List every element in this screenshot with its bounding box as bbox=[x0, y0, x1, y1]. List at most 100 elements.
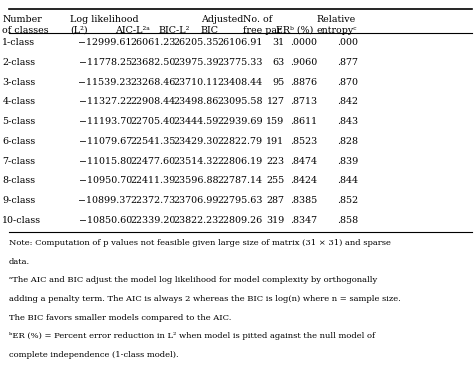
Text: .9060: .9060 bbox=[291, 58, 318, 67]
Text: of classes: of classes bbox=[2, 26, 49, 35]
Text: 4-class: 4-class bbox=[2, 97, 36, 107]
Text: .843: .843 bbox=[337, 117, 358, 126]
Text: Adjusted: Adjusted bbox=[201, 15, 243, 24]
Text: .858: .858 bbox=[337, 216, 358, 225]
Text: −11079.67: −11079.67 bbox=[79, 137, 132, 146]
Text: 22795.63: 22795.63 bbox=[217, 196, 263, 205]
Text: 7-class: 7-class bbox=[2, 157, 36, 166]
Text: 159: 159 bbox=[266, 117, 284, 126]
Text: ᵃThe AIC and BIC adjust the model log likelihood for model complexity by orthogo: ᵃThe AIC and BIC adjust the model log li… bbox=[9, 276, 377, 284]
Text: −11539.23: −11539.23 bbox=[78, 78, 132, 87]
Text: −11015.80: −11015.80 bbox=[79, 157, 132, 166]
Text: 23095.58: 23095.58 bbox=[217, 97, 263, 107]
Text: 26205.35: 26205.35 bbox=[173, 38, 219, 47]
Text: 23706.99: 23706.99 bbox=[173, 196, 219, 205]
Text: 23710.11: 23710.11 bbox=[174, 78, 219, 87]
Text: .8424: .8424 bbox=[291, 176, 318, 185]
Text: 22939.69: 22939.69 bbox=[217, 117, 263, 126]
Text: −10950.70: −10950.70 bbox=[79, 176, 132, 185]
Text: BIC-L²: BIC-L² bbox=[158, 26, 190, 35]
Text: 8-class: 8-class bbox=[2, 176, 36, 185]
Text: 23408.44: 23408.44 bbox=[218, 78, 263, 87]
Text: 26106.91: 26106.91 bbox=[217, 38, 263, 47]
Text: 319: 319 bbox=[266, 216, 284, 225]
Text: ERᵇ (%): ERᵇ (%) bbox=[276, 26, 313, 35]
Text: 3-class: 3-class bbox=[2, 78, 36, 87]
Text: Log likelihood: Log likelihood bbox=[70, 15, 139, 24]
Text: BIC: BIC bbox=[201, 26, 219, 35]
Text: .8347: .8347 bbox=[291, 216, 318, 225]
Text: .870: .870 bbox=[337, 78, 358, 87]
Text: .8876: .8876 bbox=[291, 78, 318, 87]
Text: 9-class: 9-class bbox=[2, 196, 36, 205]
Text: Number: Number bbox=[2, 15, 42, 24]
Text: 23682.50: 23682.50 bbox=[130, 58, 175, 67]
Text: 23822.23: 23822.23 bbox=[174, 216, 219, 225]
Text: .8474: .8474 bbox=[291, 157, 318, 166]
Text: No. of: No. of bbox=[243, 15, 272, 24]
Text: (L²): (L²) bbox=[70, 26, 88, 35]
Text: 22339.20: 22339.20 bbox=[130, 216, 175, 225]
Text: 23514.32: 23514.32 bbox=[173, 157, 219, 166]
Text: 22411.39: 22411.39 bbox=[130, 176, 175, 185]
Text: 287: 287 bbox=[266, 196, 284, 205]
Text: −11327.22: −11327.22 bbox=[79, 97, 132, 107]
Text: −10899.37: −10899.37 bbox=[78, 196, 132, 205]
Text: .0000: .0000 bbox=[291, 38, 318, 47]
Text: .839: .839 bbox=[337, 157, 358, 166]
Text: .8611: .8611 bbox=[291, 117, 318, 126]
Text: data.: data. bbox=[9, 258, 30, 266]
Text: .8385: .8385 bbox=[291, 196, 318, 205]
Text: 95: 95 bbox=[272, 78, 284, 87]
Text: complete independence (1-class model).: complete independence (1-class model). bbox=[9, 351, 178, 359]
Text: 255: 255 bbox=[266, 176, 284, 185]
Text: Relative: Relative bbox=[317, 15, 356, 24]
Text: 23429.30: 23429.30 bbox=[173, 137, 219, 146]
Text: entropyᶜ: entropyᶜ bbox=[317, 26, 357, 35]
Text: .844: .844 bbox=[337, 176, 358, 185]
Text: 23498.86: 23498.86 bbox=[173, 97, 219, 107]
Text: .8523: .8523 bbox=[291, 137, 318, 146]
Text: 23444.59: 23444.59 bbox=[173, 117, 219, 126]
Text: .000: .000 bbox=[337, 38, 358, 47]
Text: 223: 223 bbox=[266, 157, 284, 166]
Text: 22705.40: 22705.40 bbox=[130, 117, 175, 126]
Text: 31: 31 bbox=[272, 38, 284, 47]
Text: 22541.35: 22541.35 bbox=[130, 137, 175, 146]
Text: 23596.88: 23596.88 bbox=[173, 176, 219, 185]
Text: adding a penalty term. The AIC is always 2 whereas the BIC is log(n) where n = s: adding a penalty term. The AIC is always… bbox=[9, 295, 400, 303]
Text: ᵇER (%) = Percent error reduction in L² when model is pitted against the null mo: ᵇER (%) = Percent error reduction in L² … bbox=[9, 332, 374, 340]
Text: 127: 127 bbox=[266, 97, 284, 107]
Text: 22809.26: 22809.26 bbox=[218, 216, 263, 225]
Text: 23775.33: 23775.33 bbox=[217, 58, 263, 67]
Text: 22908.44: 22908.44 bbox=[130, 97, 175, 107]
Text: −10850.60: −10850.60 bbox=[79, 216, 132, 225]
Text: 63: 63 bbox=[272, 58, 284, 67]
Text: 23268.46: 23268.46 bbox=[130, 78, 175, 87]
Text: .842: .842 bbox=[337, 97, 358, 107]
Text: −11193.70: −11193.70 bbox=[79, 117, 132, 126]
Text: .852: .852 bbox=[337, 196, 358, 205]
Text: 23975.39: 23975.39 bbox=[173, 58, 219, 67]
Text: 22477.60: 22477.60 bbox=[130, 157, 175, 166]
Text: AIC-L²ᵃ: AIC-L²ᵃ bbox=[115, 26, 150, 35]
Text: 10-class: 10-class bbox=[2, 216, 42, 225]
Text: −12999.61: −12999.61 bbox=[78, 38, 132, 47]
Text: 5-class: 5-class bbox=[2, 117, 36, 126]
Text: 1-class: 1-class bbox=[2, 38, 36, 47]
Text: −11778.25: −11778.25 bbox=[79, 58, 132, 67]
Text: .828: .828 bbox=[337, 137, 358, 146]
Text: 191: 191 bbox=[266, 137, 284, 146]
Text: .877: .877 bbox=[337, 58, 358, 67]
Text: 2-class: 2-class bbox=[2, 58, 36, 67]
Text: 22822.79: 22822.79 bbox=[218, 137, 263, 146]
Text: .8713: .8713 bbox=[291, 97, 318, 107]
Text: Note: Computation of p values not feasible given large size of matrix (31 × 31) : Note: Computation of p values not feasib… bbox=[9, 239, 391, 247]
Text: free par: free par bbox=[243, 26, 281, 35]
Text: 22372.73: 22372.73 bbox=[130, 196, 175, 205]
Text: The BIC favors smaller models compared to the AIC.: The BIC favors smaller models compared t… bbox=[9, 314, 231, 322]
Text: 6-class: 6-class bbox=[2, 137, 36, 146]
Text: 26061.23: 26061.23 bbox=[130, 38, 175, 47]
Text: 22787.14: 22787.14 bbox=[218, 176, 263, 185]
Text: 22806.19: 22806.19 bbox=[218, 157, 263, 166]
